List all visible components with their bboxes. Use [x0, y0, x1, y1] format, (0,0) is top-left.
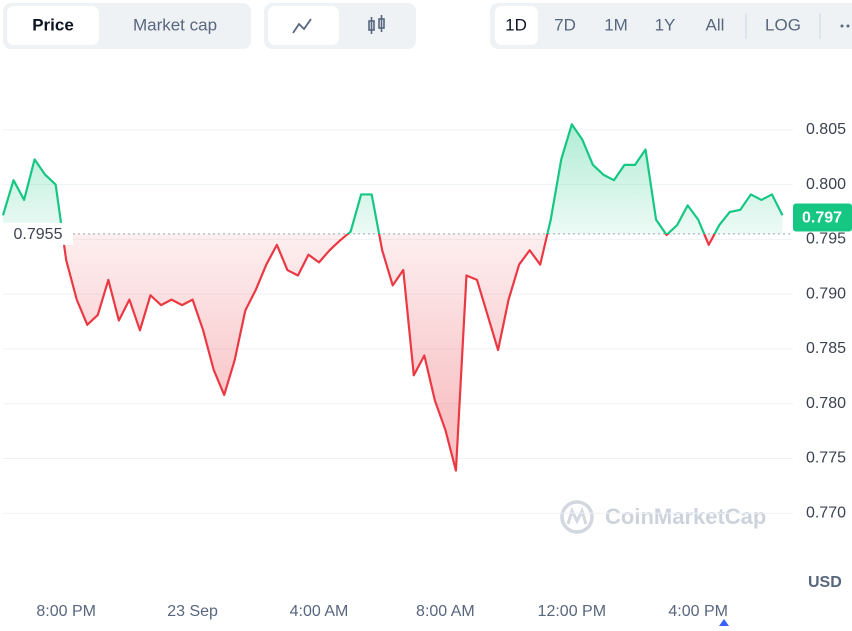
- x-tick-label: 8:00 PM: [36, 603, 96, 620]
- y-tick-label: 0.790: [806, 285, 846, 302]
- more-button[interactable]: [840, 24, 850, 28]
- y-tick-label: 0.805: [806, 121, 846, 138]
- view-tab[interactable]: Market cap: [133, 15, 217, 34]
- line-icon[interactable]: [292, 18, 312, 34]
- price-tag: [793, 203, 852, 232]
- watermark-text: CoinMarketCap: [605, 504, 766, 529]
- price-area: [3, 124, 783, 471]
- range-button[interactable]: [495, 6, 538, 45]
- y-tick-label: 0.785: [806, 340, 846, 357]
- x-tick-label: 4:00 PM: [668, 603, 728, 620]
- range-button[interactable]: All: [706, 15, 725, 34]
- y-tick-label: 0.770: [806, 505, 846, 522]
- range-button[interactable]: 7D: [554, 15, 576, 34]
- x-tick-label: 4:00 AM: [290, 603, 349, 620]
- range-button[interactable]: 1D: [505, 15, 527, 34]
- view-tab[interactable]: [7, 6, 99, 45]
- line-style-button[interactable]: [268, 6, 339, 45]
- watermark: CoinMarketCap: [560, 500, 766, 534]
- y-tick-label: 0.800: [806, 176, 846, 193]
- baseline-label: 0.7955: [14, 226, 63, 243]
- range-button[interactable]: 1Y: [655, 15, 676, 34]
- y-tick-label: 0.780: [806, 395, 846, 412]
- x-tick-label: 8:00 AM: [416, 603, 475, 620]
- price-tag-label: 0.797: [802, 210, 842, 227]
- range-group: [490, 3, 852, 49]
- price-line: [1, 123, 784, 472]
- currency-label: USD: [808, 574, 842, 591]
- range-button[interactable]: 1M: [604, 15, 628, 34]
- log-button[interactable]: LOG: [765, 15, 801, 34]
- candle-icon[interactable]: [368, 15, 385, 34]
- x-tick-label: 23 Sep: [167, 603, 218, 620]
- y-tick-label: 0.795: [806, 231, 846, 248]
- event-marker: [719, 619, 729, 626]
- baseline-label-box: [3, 222, 73, 245]
- y-tick-label: 0.775: [806, 450, 846, 467]
- x-tick-label: 12:00 PM: [538, 603, 606, 620]
- view-tab[interactable]: Price: [32, 15, 74, 34]
